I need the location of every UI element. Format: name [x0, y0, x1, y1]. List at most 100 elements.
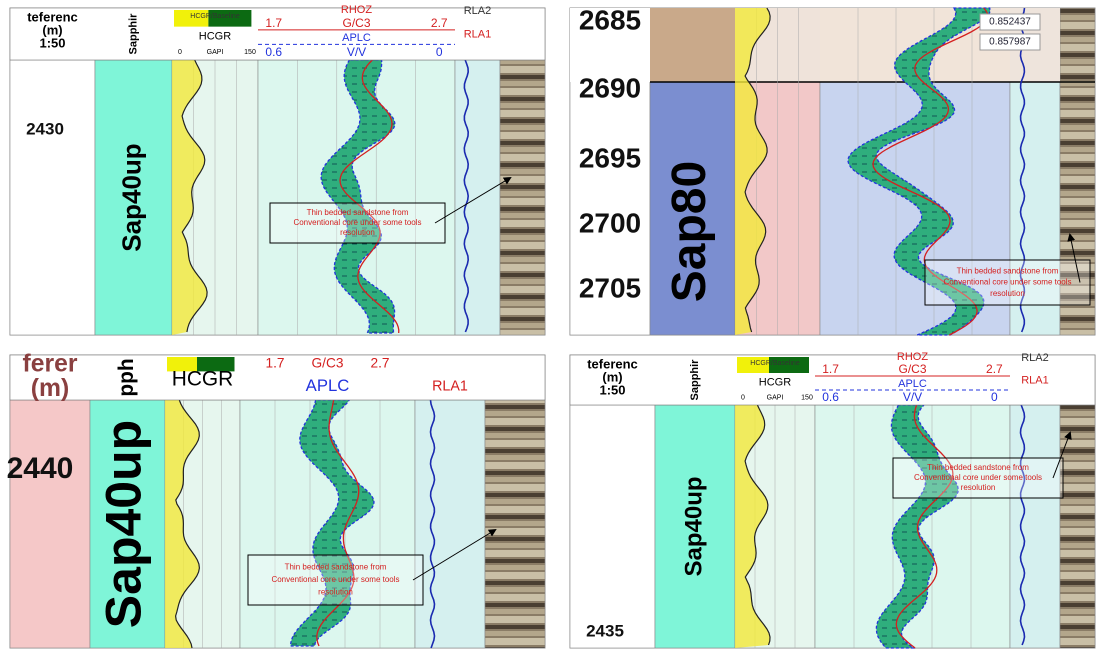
readout: 0.852437 [989, 17, 1031, 28]
log-panel [9, 7, 546, 336]
annotation-arrow [1067, 233, 1081, 283]
track [1059, 404, 1096, 649]
gr-fill [172, 60, 208, 335]
annotation-arrow [412, 528, 497, 581]
annotation-arrow [434, 176, 512, 224]
porosity-name: APLC [898, 378, 927, 390]
density-curve [339, 59, 400, 334]
resistivity-curve [463, 59, 470, 333]
zone-label: Sap80 [663, 161, 716, 302]
zone-label: Sap40up [116, 143, 146, 251]
gr-curve [744, 404, 771, 646]
gr-fill [735, 8, 771, 335]
readout-box [979, 13, 1041, 31]
annotation-text: resolution [318, 588, 353, 597]
header [9, 354, 546, 401]
annotation-text: Thin bedded sandstone from [927, 463, 1029, 472]
porosity-name: APLC [342, 32, 371, 44]
resistivity-name: RLA1 [432, 378, 468, 394]
annotation-text: Conventional core under some tools [914, 473, 1042, 482]
depth-label: 2440 [7, 452, 74, 485]
track [569, 404, 656, 649]
density-name: RHOZ [897, 351, 928, 363]
density-scale: 2.7 [986, 362, 1003, 376]
gr-curve [744, 7, 771, 333]
readout: 0.857987 [989, 37, 1031, 48]
density-curve [872, 7, 989, 336]
resistivity-name: RLA2 [1021, 352, 1049, 364]
legend-green [208, 10, 252, 27]
depth-label: 2430 [26, 119, 64, 138]
depth-header: teferenc [27, 9, 78, 24]
track [89, 399, 166, 649]
log-panel [569, 354, 1096, 649]
track-top [570, 8, 650, 82]
porosity-fill [289, 399, 375, 647]
density-scale: G/C3 [312, 356, 344, 371]
legend-green [769, 357, 809, 373]
density-scale: 2.7 [431, 16, 448, 30]
annotation-text: resolution [961, 483, 996, 492]
annotation-box [892, 457, 1064, 499]
porosity-fill [320, 59, 396, 334]
gr-scale: 150 [801, 394, 813, 401]
readout-box [979, 33, 1041, 51]
track [484, 399, 546, 649]
legend-yellow [167, 357, 197, 372]
annotation-text: Conventional core under some tools [271, 575, 399, 584]
depth-header: ferer [23, 351, 78, 378]
legend-text: HCGR/Baseline [750, 360, 800, 367]
annotation-arrow [1052, 431, 1072, 479]
depth-label: 2690 [579, 72, 641, 103]
depth-header: 1:50 [599, 382, 625, 397]
annotation-text: Conventional core under some tools [293, 218, 421, 227]
depth-header: 1:50 [39, 35, 65, 50]
gr-scale: 0 [741, 394, 745, 401]
porosity-scale: 0 [436, 45, 443, 59]
resistivity-curve [429, 399, 436, 649]
porosity-scale: 0.6 [265, 45, 282, 59]
resistivity-curve [1019, 7, 1026, 333]
annotation-box [247, 554, 424, 606]
density-scale: G/C3 [342, 16, 370, 30]
zone-label: Sap40up [680, 476, 707, 576]
track [654, 404, 736, 649]
legend-text: HCGR/Baseline [190, 13, 240, 20]
track-top [650, 8, 735, 82]
depth-header: (m) [602, 369, 622, 384]
annotation-text: resolution [990, 289, 1025, 298]
track [1009, 404, 1061, 649]
gr-fill [165, 400, 200, 648]
track [1059, 7, 1096, 336]
gr-fill [735, 405, 770, 648]
depth-label: 2695 [579, 142, 641, 173]
track [9, 399, 91, 649]
annotation-text: Thin bedded sandstone from [307, 208, 409, 217]
annotation-text: resolution [340, 228, 375, 237]
depth-header: teferenc [587, 356, 638, 371]
density-curve [895, 404, 954, 649]
gr-curve [181, 59, 208, 333]
legend-green [197, 357, 235, 372]
gr-scale: 150 [244, 49, 256, 56]
gr-name: HCGR [172, 367, 234, 390]
resistivity-name: RLA1 [464, 28, 492, 40]
annotation-text: Thin bedded sandstone from [285, 563, 387, 572]
density-scale: 1.7 [822, 362, 839, 376]
resistivity-curve [1019, 404, 1026, 646]
track [9, 59, 96, 336]
resistivity-name: RLA2 [464, 5, 492, 17]
depth-header: (m) [42, 22, 62, 37]
density-scale: 2.7 [370, 356, 389, 371]
zone-header: pph [115, 358, 138, 396]
gr-scale: 0 [178, 49, 182, 56]
density-scale: G/C3 [898, 362, 926, 376]
depth-label: 2700 [579, 207, 641, 238]
density-scale: 1.7 [265, 16, 282, 30]
zone-header: Sapphir [127, 13, 139, 55]
legend-yellow [174, 10, 209, 27]
porosity-scale: 0.6 [822, 390, 839, 404]
annotation-box [269, 202, 446, 244]
gr-scale: GAPI [207, 49, 224, 56]
